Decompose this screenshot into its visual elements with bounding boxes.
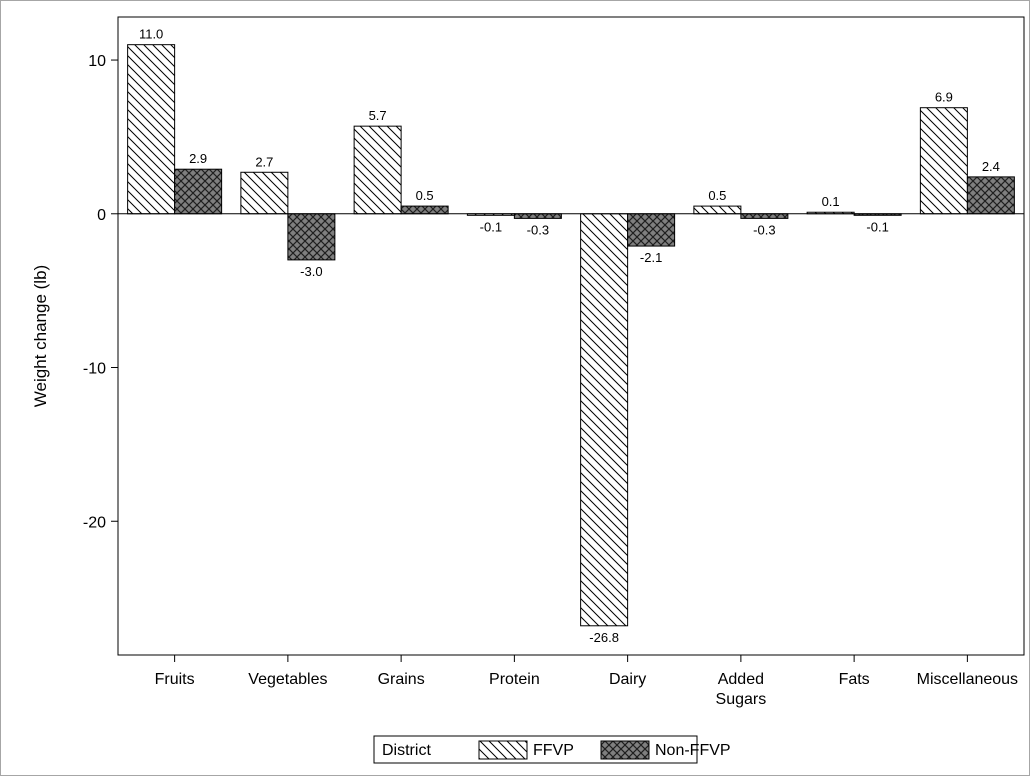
data-label-ffvp: 0.5 (708, 188, 726, 203)
bar-ffvp (353, 125, 402, 215)
data-label-ffvp: 0.1 (822, 194, 840, 209)
x-category-label: Dairy (609, 671, 646, 688)
legend-label-ffvp: FFVP (533, 742, 574, 759)
bar-non-ffvp (287, 213, 336, 261)
y-tick-label: -20 (83, 514, 106, 531)
y-axis: 10 0 -10 -20 (83, 53, 118, 531)
data-label-non-ffvp: -2.1 (640, 250, 662, 265)
legend-swatch-non-ffvp (600, 740, 650, 760)
data-labels-group: 11.0 2.9 2.7 -3.0 5.7 0.5 -0.1 -0.3 -26.8 -2.1 0.5… (139, 27, 1000, 645)
bar-ffvp (580, 213, 629, 627)
data-label-ffvp: -0.1 (480, 219, 502, 234)
data-label-ffvp: 6.9 (935, 90, 953, 105)
x-category-label: Miscellaneous (917, 671, 1018, 688)
x-category-label: Vegetables (248, 671, 327, 688)
bar-non-ffvp (627, 213, 676, 247)
data-label-non-ffvp: -3.0 (300, 264, 322, 279)
y-axis-title: Weight change (lb) (31, 265, 50, 407)
x-category-label: Added Sugars (716, 671, 767, 708)
bar-non-ffvp (966, 176, 1015, 215)
bar-ffvp (127, 44, 176, 215)
x-category-label: Fats (839, 671, 870, 688)
bar-non-ffvp (400, 205, 449, 215)
x-category-label: Grains (378, 671, 425, 688)
data-label-ffvp: 5.7 (369, 108, 387, 123)
legend-swatch-ffvp (478, 740, 528, 760)
bars-group (127, 44, 1015, 627)
bar-non-ffvp (174, 168, 223, 215)
y-tick-label: 10 (88, 53, 106, 70)
data-label-ffvp: 2.7 (255, 154, 273, 169)
bar-ffvp (240, 171, 289, 215)
x-category-label: Fruits (155, 671, 195, 688)
x-category-label: Protein (489, 671, 540, 688)
bar-non-ffvp (740, 213, 789, 219)
data-label-non-ffvp: 0.5 (416, 188, 434, 203)
bar-non-ffvp (513, 213, 562, 219)
legend: District FFVP Non-FFVP (373, 735, 731, 764)
bar-ffvp (693, 205, 742, 215)
data-label-non-ffvp: -0.3 (527, 222, 549, 237)
data-label-ffvp: -26.8 (589, 630, 619, 645)
legend-label-non-ffvp: Non-FFVP (655, 742, 731, 759)
data-label-ffvp: 11.0 (139, 27, 163, 42)
x-axis: Fruits Vegetables Grains Protein Dairy Added S… (155, 655, 1018, 708)
data-label-non-ffvp: 2.9 (189, 151, 207, 166)
data-label-non-ffvp: -0.3 (753, 222, 775, 237)
y-tick-label: -10 (83, 361, 106, 378)
legend-title: District (382, 742, 431, 759)
data-label-non-ffvp: 2.4 (982, 159, 1000, 174)
y-tick-label: 0 (97, 207, 106, 224)
bar-ffvp (919, 107, 968, 215)
data-label-non-ffvp: -0.1 (866, 219, 888, 234)
plot-area (117, 16, 1025, 656)
